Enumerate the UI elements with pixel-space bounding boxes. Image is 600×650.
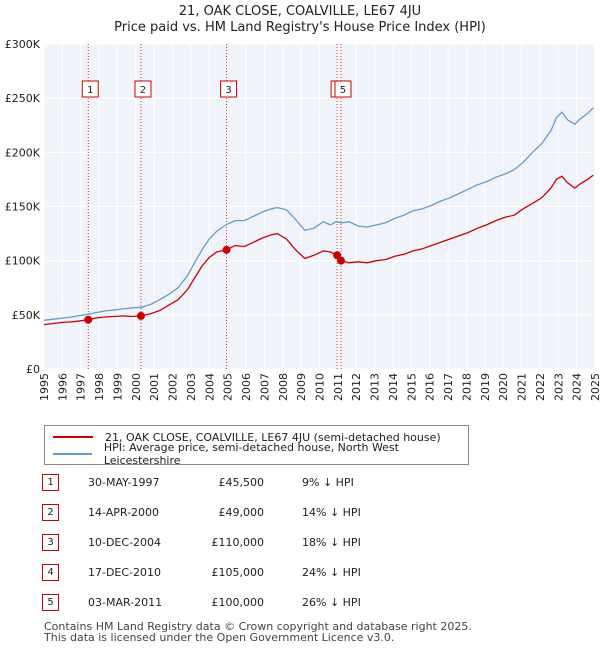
x-tick-label: 2023 [552,373,565,401]
x-tick-label: 2005 [222,373,235,401]
x-tick-label: 2013 [369,373,382,401]
transaction-price: £105,000 [211,566,265,579]
x-tick-label: 2020 [497,373,510,401]
x-tick-label: 2012 [350,373,363,401]
transaction-hpi-diff: 9% ↓ HPI [302,476,354,489]
x-tick-label: 2002 [167,373,180,401]
footer: Contains HM Land Registry data © Crown c… [44,621,472,643]
marker-label: 1 [87,85,93,96]
x-tick-label: 1997 [75,373,88,401]
x-tick-label: 1995 [38,373,51,401]
table-row: 4 17-DEC-2010 £105,000 24% ↓ HPI [42,562,442,592]
transaction-date: 30-MAY-1997 [88,476,160,489]
transaction-price: £110,000 [211,536,265,549]
y-tick-label: £300K [5,38,41,51]
transaction-number: 4 [42,564,59,581]
transaction-hpi-diff: 24% ↓ HPI [302,566,361,579]
table-row: 3 10-DEC-2004 £110,000 18% ↓ HPI [42,532,442,562]
price-chart: £0 £50K £100K £150K £200K £250K £300K 1995 1996 1… [5,38,600,401]
transaction-date: 17-DEC-2010 [88,566,162,579]
legend: 21, OAK CLOSE, COALVILLE, LE67 4JU (semi… [44,425,469,467]
x-tick-label: 1996 [56,373,69,401]
x-tick-label: 2000 [130,373,143,401]
y-tick-label: £250K [5,92,41,105]
x-tick-label: 2015 [405,373,418,401]
x-tick-label: 2016 [424,373,437,401]
x-tick-label: 1999 [111,373,124,401]
legend-swatch-hpi [53,453,92,455]
marker-label: 5 [340,85,346,96]
hpi-line [43,107,594,321]
x-tick-label: 2025 [589,373,600,401]
legend-item-property: 21, OAK CLOSE, COALVILLE, LE67 4JU (semi… [53,429,441,445]
chart-subtitle: Price paid vs. HM Land Registry's House … [114,20,486,35]
marker-box [81,80,99,98]
x-tick-label: 1998 [93,373,106,401]
x-tick-label: 2022 [534,373,547,401]
transaction-number: 1 [42,474,59,491]
table-row: 2 14-APR-2000 £49,000 14% ↓ HPI [42,502,442,532]
x-tick-label: 2008 [277,373,290,401]
x-tick-label: 2019 [479,373,492,401]
x-tick-label: 2003 [185,373,198,401]
x-tick-label: 2007 [258,373,271,401]
transaction-number: 3 [42,534,59,551]
legend-item-hpi: HPI: Average price, semi-detached house,… [53,441,468,467]
legend-swatch-property [53,436,93,438]
sale-point [222,245,231,254]
legend-label-hpi: HPI: Average price, semi-detached house,… [103,441,399,467]
transaction-price: £49,000 [218,506,265,519]
x-tick-label: 2006 [240,373,253,401]
transaction-hpi-diff: 14% ↓ HPI [302,506,361,519]
table-row: 5 03-MAR-2011 £100,000 26% ↓ HPI [42,592,442,622]
sale-point [136,311,145,320]
legend-label-property: 21, OAK CLOSE, COALVILLE, LE67 4JU (semi… [105,430,441,444]
transaction-date: 14-APR-2000 [88,506,160,519]
footer-license: This data is licensed under the Open Gov… [44,631,395,644]
marker-label: 3 [225,85,231,96]
x-tick-label: 2021 [516,373,529,401]
transaction-date: 10-DEC-2004 [88,536,162,549]
transaction-hpi-diff: 26% ↓ HPI [302,596,361,609]
marker-box [134,80,152,98]
sale-point [336,256,345,265]
transaction-hpi-diff: 18% ↓ HPI [302,536,361,549]
x-tick-label: 2024 [571,373,584,401]
y-tick-label: £0 [26,363,40,376]
transaction-price: £45,500 [218,476,265,489]
x-tick-label: 2004 [203,373,216,401]
y-tick-label: £150K [5,201,41,214]
transaction-date: 03-MAR-2011 [88,596,163,609]
x-tick-label: 2010 [314,373,327,401]
chart-title: 21, OAK CLOSE, COALVILLE, LE67 4JU [178,4,422,19]
y-tick-label: £200K [5,146,41,159]
x-tick-label: 2011 [332,373,345,401]
x-tick-label: 2009 [295,373,308,401]
x-tick-label: 2014 [387,373,400,401]
transaction-number: 5 [42,594,59,611]
marker-box [220,80,238,98]
transactions-table: 1 30-MAY-1997 £45,500 9% ↓ HPI 2 14-APR-… [42,472,442,622]
table-row: 1 30-MAY-1997 £45,500 9% ↓ HPI [42,472,442,502]
x-tick-label: 2018 [460,373,473,401]
y-tick-label: £50K [12,309,41,322]
sale-point [84,315,93,324]
x-tick-label: 2017 [442,373,455,401]
marker-box [334,80,352,98]
y-tick-label: £100K [5,255,41,268]
transaction-number: 2 [42,504,59,521]
footer-copyright: Contains HM Land Registry data © Crown c… [44,620,472,633]
transaction-price: £100,000 [211,596,265,609]
x-tick-label: 2001 [148,373,161,401]
marker-label: 2 [140,85,146,96]
